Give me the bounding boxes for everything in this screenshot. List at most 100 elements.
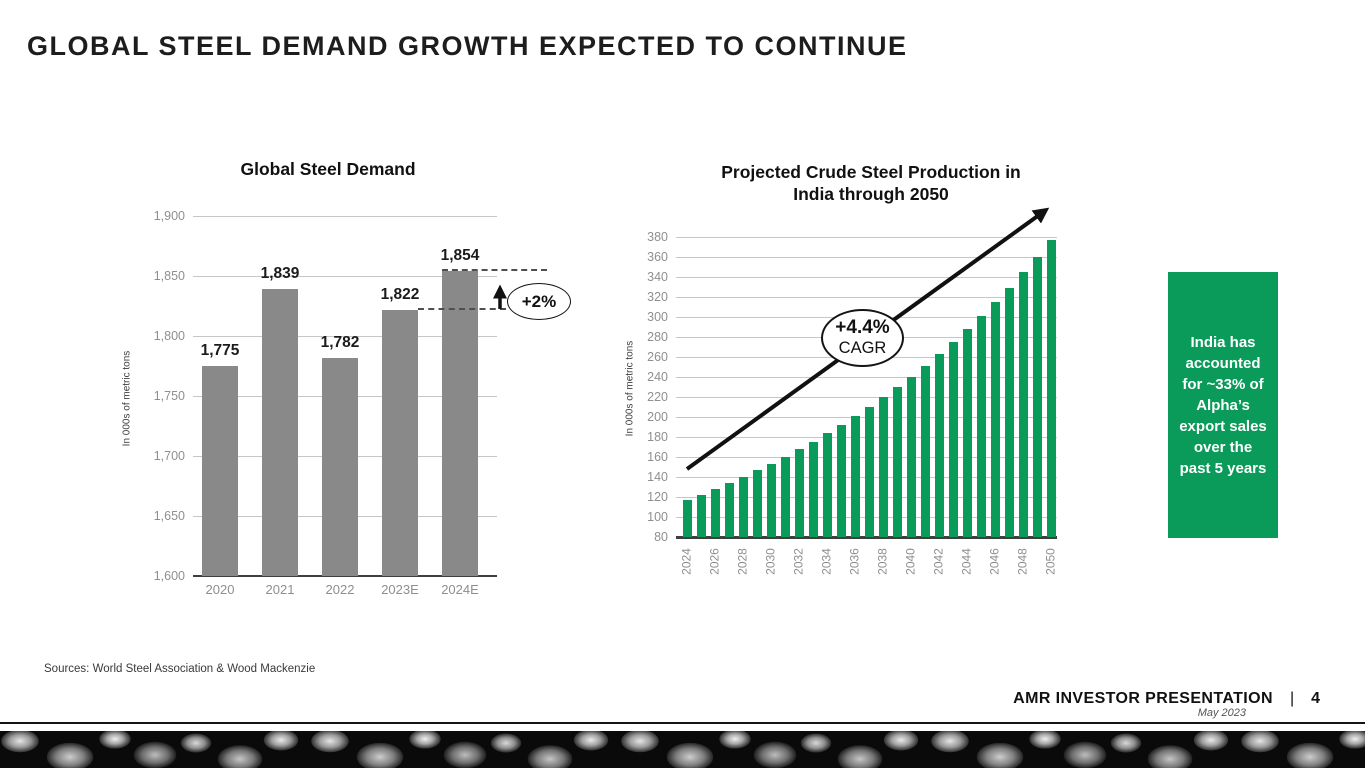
bar-value-label: 1,782 [320, 333, 360, 351]
bar-2027 [724, 483, 734, 537]
bar-2029 [752, 470, 762, 537]
y-tick-label: 280 [647, 330, 668, 344]
bar-2049 [1032, 257, 1042, 537]
chart-title-line-1: Projected Crude Steel Production in [721, 162, 1021, 182]
y-tick-label: 1,900 [153, 209, 185, 223]
y-tick-label: 240 [647, 370, 668, 384]
x-tick-label: 2023E [381, 582, 419, 597]
x-tick-label: 2048 [1015, 548, 1030, 575]
bar-value-label: 1,822 [380, 285, 420, 303]
x-tick-label: 2042 [931, 548, 946, 575]
cagr-annotation-label: CAGR [838, 339, 887, 358]
gridline [193, 336, 497, 337]
sources-note: Sources: World Steel Association & Wood … [44, 663, 316, 675]
x-tick-label: 2036 [847, 548, 862, 575]
bar-2024 [682, 500, 692, 537]
y-tick-label: 140 [647, 470, 668, 484]
india-steel-production-chart: Projected Crude Steel Production in Indi… [610, 155, 1090, 620]
y-tick-label: 380 [647, 230, 668, 244]
x-tick-label: 2028 [735, 548, 750, 575]
bar-2050 [1046, 240, 1056, 537]
y-tick-label: 320 [647, 290, 668, 304]
x-tick-label: 2030 [763, 548, 778, 575]
gridline [676, 397, 1057, 398]
cagr-annotation-value: +4.4% [835, 317, 890, 339]
plot-area: 1,900 1,850 1,800 1,750 1,700 1,650 1,600 1,775… [110, 155, 580, 615]
x-tick-label: 2034 [819, 548, 834, 575]
bar-2044 [962, 329, 972, 537]
x-tick-label: 2050 [1043, 548, 1058, 575]
y-tick-label: 1,700 [153, 449, 185, 463]
gridline [676, 257, 1057, 258]
bar-2028 [738, 477, 748, 537]
x-tick-label: 2024E [441, 582, 479, 597]
y-tick-label: 1,800 [153, 329, 185, 343]
bar-2030 [766, 464, 776, 537]
y-tick-label: 340 [647, 270, 668, 284]
gridline [193, 276, 497, 277]
bar-2033 [808, 442, 818, 537]
bar-2040 [906, 377, 916, 537]
growth-annotation: +2% [507, 283, 571, 320]
x-tick-label: 2020 [205, 582, 235, 597]
x-tick-label: 2040 [903, 548, 918, 575]
bar-2039 [892, 387, 902, 537]
cagr-annotation: +4.4% CAGR [821, 309, 904, 367]
bar-2046 [990, 302, 1000, 537]
growth-annotation-label: +2% [521, 291, 557, 311]
footer-date: May 2023 [1197, 707, 1246, 719]
x-axis-line [193, 575, 497, 577]
page-number: 4 [1311, 690, 1320, 707]
bar-2035 [836, 425, 846, 537]
bar-2021 [262, 289, 298, 576]
bar-2024E [442, 271, 478, 576]
y-tick-label: 300 [647, 310, 668, 324]
chart-title: Global Steel Demand [240, 159, 416, 179]
bar-2032 [794, 449, 804, 537]
y-tick-label: 160 [647, 450, 668, 464]
x-tick-label: 2038 [875, 548, 890, 575]
bar-2022 [322, 357, 358, 576]
bar-2042 [934, 354, 944, 537]
bar-2036 [850, 416, 860, 537]
footer-separator: | [1289, 690, 1295, 707]
gridline [193, 216, 497, 217]
y-tick-label: 260 [647, 350, 668, 364]
x-tick-label: 2022 [325, 582, 355, 597]
x-tick-label: 2044 [959, 548, 974, 575]
bar-value-label: 1,839 [260, 265, 300, 283]
x-tick-label: 2026 [707, 548, 722, 575]
y-tick-label: 1,650 [153, 509, 185, 523]
x-tick-label: 2032 [791, 548, 806, 575]
global-steel-demand-chart: Global Steel Demand In 000s of metric to… [110, 155, 580, 615]
bar-2037 [864, 407, 874, 537]
bar-2034 [822, 433, 832, 537]
y-tick-label: 80 [654, 530, 668, 544]
page-title: GLOBAL STEEL DEMAND GROWTH EXPECTED TO C… [27, 31, 908, 61]
footer-divider-line [0, 722, 1365, 724]
dashed-guide-2023e [418, 308, 547, 310]
bar-2020 [202, 366, 238, 576]
coal-photo-strip [0, 731, 1365, 768]
y-tick-label: 200 [647, 410, 668, 424]
bar-2047 [1004, 288, 1014, 537]
chart-title-line-2: India through 2050 [793, 184, 949, 205]
gridline [676, 377, 1057, 378]
y-tick-label: 120 [647, 490, 668, 504]
bar-2048 [1018, 272, 1028, 537]
x-axis-line [676, 536, 1057, 539]
bar-2043 [948, 342, 958, 537]
bar-value-label: 1,854 [440, 247, 480, 265]
bar-2023E [382, 309, 418, 576]
bar-2041 [920, 366, 930, 537]
footer-brand: AMR INVESTOR PRESENTATION [1013, 690, 1273, 707]
callout-text: India has accounted for ~33% of Alpha’s … [1179, 333, 1267, 477]
y-tick-label: 100 [647, 510, 668, 524]
bar-2026 [710, 489, 720, 537]
y-tick-label: 1,750 [153, 389, 185, 403]
y-tick-label: 1,600 [153, 569, 185, 583]
gridline [676, 297, 1057, 298]
y-tick-label: 220 [647, 390, 668, 404]
y-tick-label: 180 [647, 430, 668, 444]
